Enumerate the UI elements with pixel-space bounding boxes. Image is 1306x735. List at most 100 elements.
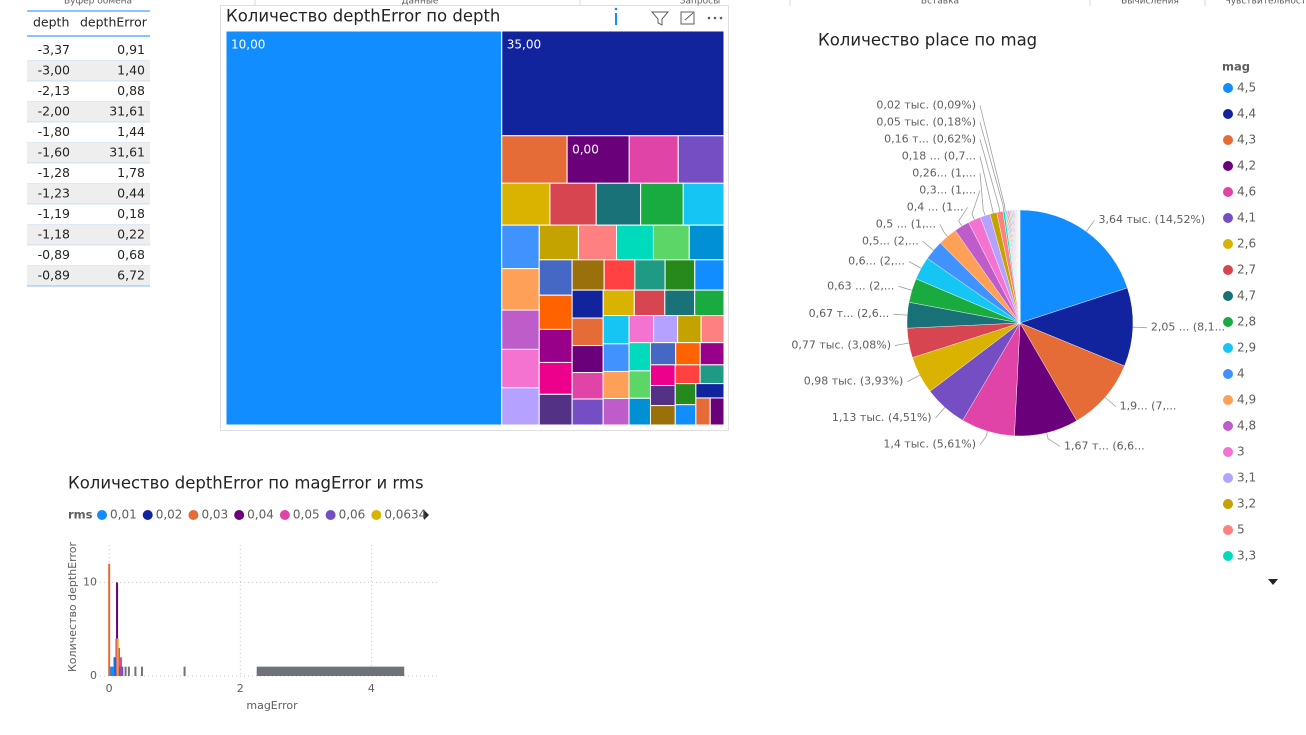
legend-marker [1223,343,1233,353]
chart-title: Количество depthError по magError и rms [68,474,424,493]
filter-icon[interactable] [650,11,670,26]
treemap-tile [649,385,676,407]
column-header: depthError [80,15,148,30]
treemap-tile [694,259,725,291]
treemap-tile [664,259,696,291]
legend-label: 4,4 [1237,107,1256,121]
info-icon[interactable] [614,7,618,25]
table-cell: -1,80 [38,124,70,139]
leader-line [1085,219,1095,232]
ribbon-group-label: Чувствительность [1225,0,1306,7]
treemap-tile [664,289,696,317]
data-label: 0,3... (1,... [919,183,976,196]
leader-line [958,207,968,227]
leader-line [907,374,920,383]
table-cell: 0,88 [117,83,145,98]
legend-label: 0,02 [156,508,183,522]
ribbon-group-label: Данные [402,0,439,7]
y-tick-label: 0 [90,669,97,682]
table-cell: -3,00 [38,62,70,77]
treemap-tile [634,259,666,291]
treemap-tile [615,224,654,261]
data-label: 0,77 тыс. (3,08%) [791,339,891,352]
legend-marker [1223,369,1233,379]
legend-marker [1223,551,1233,561]
treemap-tile [640,182,684,226]
table-cell: 0,18 [117,206,145,221]
table-cell: -1,28 [38,165,70,180]
treemap-tile [628,370,651,399]
data-label: 0,4 ... (1... [907,200,964,213]
treemap-tile [538,361,573,395]
treemap-tile [602,398,630,426]
row-shade [27,265,150,286]
row-shade [27,183,150,204]
legend-label: 2,7 [1237,263,1256,277]
bar [119,657,122,676]
data-label: 1,13 тыс. (4,51%) [832,411,932,424]
leader-line [979,105,1006,212]
treemap-tile [699,364,725,385]
legend-marker [1223,291,1233,301]
bar [183,666,186,676]
legend-marker [188,510,199,520]
legend-marker [1223,525,1233,535]
table-cell: 0,91 [117,42,145,57]
pie-slice [1019,322,1125,422]
table-cell: 1,78 [117,165,145,180]
y-axis-title: Количество depthError [66,542,79,672]
treemap-tile [682,182,725,226]
treemap-tile [633,289,666,317]
treemap-tile [501,348,540,389]
treemap-tile [538,294,573,330]
treemap-tile [674,383,697,406]
treemap-tile [628,342,651,372]
legend-scroll-arrow[interactable] [1268,579,1278,585]
leader-line [894,342,909,346]
table-cell: -0,89 [38,247,70,262]
legend-label: 4,2 [1237,159,1256,173]
row-shade [27,60,150,81]
legend-label: 2,8 [1237,315,1256,329]
leader-line [979,156,994,214]
treemap-tile [677,315,702,344]
table-cell: 0,68 [117,247,145,262]
visual-header-icons [614,7,723,26]
data-label: 0,98 тыс. (3,93%) [804,375,904,388]
data-label: 2,05 ... (8,1... [1151,321,1225,334]
legend-label: 3,1 [1237,471,1256,485]
table-cell: 31,61 [109,103,145,118]
column-header: depth [33,15,69,30]
treemap-tile [628,315,655,344]
treemap-tile [709,397,725,426]
x-tick-label: 4 [368,682,375,695]
treemap-tile [649,405,676,426]
treemap-tile [603,259,636,291]
legend-label: 0,05 [293,508,320,522]
treemap-label: 0,00 [572,142,599,156]
legend-label: 4,6 [1237,185,1256,199]
legend-label: 4,5 [1237,81,1256,95]
leader-line [922,241,934,251]
legend-label: 0,01 [110,508,137,522]
table-cell: 31,61 [109,144,145,159]
legend-label: 0,06 [339,508,366,522]
legend-scroll-arrow[interactable] [424,510,429,520]
data-label: 0,5 ... (1,... [876,217,936,230]
legend-label: 4,3 [1237,133,1256,147]
more-options-icon[interactable] [707,16,723,20]
legend-label: 4,7 [1237,289,1256,303]
legend-label: 2,9 [1237,341,1256,355]
focus-mode-icon[interactable] [680,11,695,25]
legend-label: 2,6 [1237,237,1256,251]
pie-slice [1019,287,1134,367]
leader-line [908,261,922,269]
bar [116,582,119,676]
x-tick-label: 2 [237,682,244,695]
treemap-tile [674,364,701,385]
legend-marker [1223,317,1233,327]
treemap-tile [652,224,690,261]
legend-label: 4,8 [1237,419,1256,433]
leader-line [1132,326,1147,329]
